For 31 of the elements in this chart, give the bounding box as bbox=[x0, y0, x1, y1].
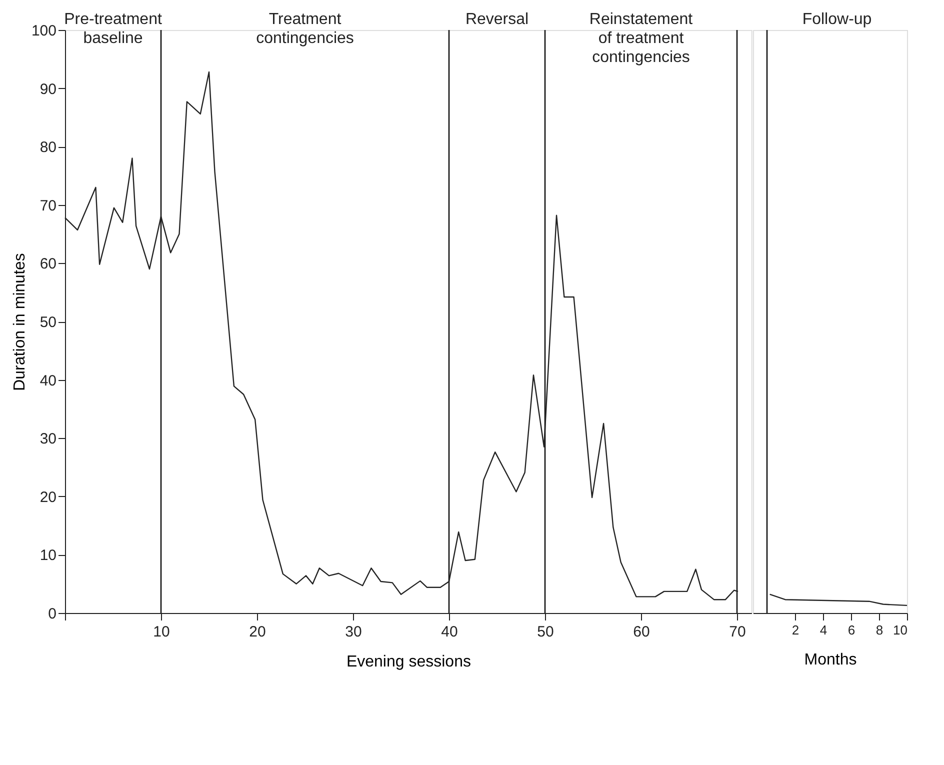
x-tick-label: 6 bbox=[848, 622, 856, 638]
y-tick-label: 20 bbox=[40, 488, 56, 506]
x-tick-label: 10 bbox=[893, 622, 908, 638]
y-axis-title: Duration in minutes bbox=[11, 253, 28, 391]
y-tick-label: 30 bbox=[40, 430, 56, 448]
y-tick-label: 10 bbox=[40, 547, 56, 564]
annotation: Pre-treatment baseline bbox=[64, 11, 162, 47]
y-tick-label: 100 bbox=[31, 22, 56, 40]
x-tick-label: 10 bbox=[153, 624, 170, 640]
text: Follow-up bbox=[802, 11, 872, 28]
y-tick-label: 90 bbox=[40, 80, 56, 98]
y-tick-label: 80 bbox=[40, 139, 56, 156]
y-tick-label: 50 bbox=[40, 314, 56, 331]
x-tick-label: 8 bbox=[876, 622, 884, 638]
x-tick-label: 40 bbox=[441, 624, 458, 640]
y-tick-label: 0 bbox=[48, 606, 56, 622]
x-tick-label: 70 bbox=[729, 624, 746, 640]
x-tick-label: 50 bbox=[537, 624, 554, 640]
x-tick-label: 2 bbox=[792, 622, 800, 638]
x-tick-label: 20 bbox=[249, 624, 266, 640]
x-axis-title: Months bbox=[804, 652, 857, 668]
text: Reversal bbox=[465, 11, 529, 28]
y-tick-label: 60 bbox=[40, 256, 56, 273]
annotation: Treatment contingencies bbox=[256, 11, 354, 47]
x-tick-label: 4 bbox=[820, 622, 828, 638]
y-tick-label: 40 bbox=[40, 372, 56, 390]
x-tick-label: 60 bbox=[633, 624, 650, 640]
x-axis-title: Evening sessions bbox=[346, 654, 471, 670]
y-tick-label: 70 bbox=[40, 197, 56, 214]
x-tick-label: 30 bbox=[345, 624, 362, 640]
annotation: Reinstatement of treatment contingencies bbox=[589, 11, 694, 66]
